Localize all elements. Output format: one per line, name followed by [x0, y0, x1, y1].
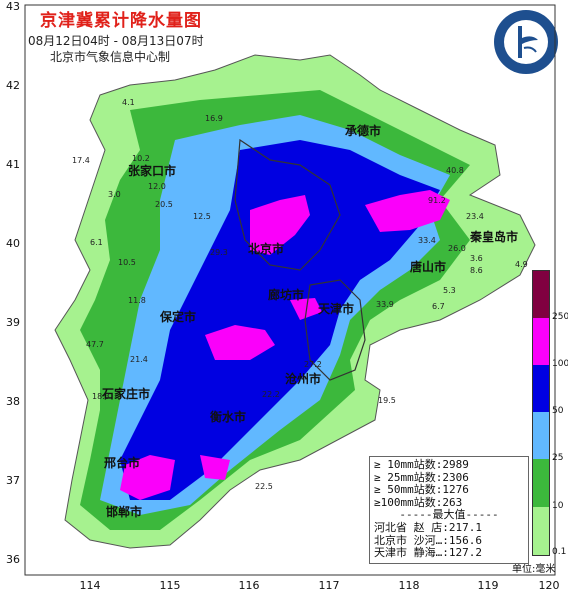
colorbar-segment	[533, 271, 549, 318]
station-value: 3.6	[470, 254, 483, 263]
station-value: 22.5	[255, 482, 273, 491]
station-value: 8.6	[470, 266, 483, 275]
station-value: 47.7	[86, 340, 104, 349]
lon-tick: 115	[159, 579, 181, 592]
stat-10mm: ≥ 10mm站数:2989	[374, 458, 469, 471]
station-value: 23.4	[466, 212, 484, 221]
max-beijing: 北京市 沙河…:156.6	[374, 533, 482, 547]
station-value: 29.3	[210, 248, 228, 257]
station-value: 12.5	[193, 212, 211, 221]
city-label-baoding: 保定市	[160, 310, 197, 324]
station-value: 91.2	[428, 196, 446, 205]
colorbar-segment	[533, 318, 549, 365]
city-label-tangshan: 唐山市	[410, 260, 447, 274]
colorbar-label: 250	[552, 312, 568, 322]
city-label-hengshui: 衡水市	[210, 410, 247, 424]
station-value: 4.1	[122, 98, 135, 107]
lon-tick: 114	[79, 579, 101, 592]
lat-tick: 43	[6, 0, 20, 13]
lon-tick: 118	[398, 579, 420, 592]
city-label-langfang: 廊坊市	[268, 288, 305, 302]
station-value: 19.5	[378, 396, 396, 405]
station-value: 10.2	[132, 154, 150, 163]
station-value: 11.8	[128, 296, 146, 305]
station-value: 16.9	[205, 114, 223, 123]
city-label-tianjin-main: 天津市	[318, 302, 355, 316]
lon-tick: 119	[477, 579, 499, 592]
colorbar-segment	[533, 507, 549, 555]
city-label-qinhuangdao: 秦皇岛市	[470, 230, 519, 244]
city-label-xingtai: 邢台市	[104, 456, 141, 470]
lat-tick: 41	[6, 158, 20, 171]
city-label-zhangjiakou: 张家口市	[128, 164, 177, 178]
producer-label: 北京市气象信息中心制	[50, 50, 171, 64]
stat-100mm: ≥100mm站数:263	[374, 495, 463, 509]
time-period: 08月12日04时 - 08月13日07时	[28, 34, 204, 48]
station-value: 21.4	[130, 355, 148, 364]
stat-25mm: ≥ 25mm站数:2306	[374, 470, 469, 484]
colorbar-label: 100	[552, 359, 568, 369]
statistics-box: ≥ 10mm站数:2989 ≥ 25mm站数:2306 ≥ 50mm站数:127…	[369, 456, 529, 564]
lat-tick: 37	[6, 474, 20, 487]
station-value: 17.4	[72, 156, 90, 165]
max-tianjin: 天津市 静海…:127.2	[374, 546, 482, 560]
station-value: 18.3	[92, 392, 110, 401]
station-value: 6.7	[432, 302, 445, 311]
lon-tick: 117	[318, 579, 340, 592]
map-title: 京津冀累计降水量图	[40, 11, 202, 31]
station-value: 27.2	[304, 360, 322, 369]
station-value: 22.2	[262, 390, 280, 399]
meteorological-service-logo	[492, 8, 560, 76]
colorbar-label: 0.1	[552, 547, 567, 557]
max-hebei: 河北省 赵 店:217.1	[374, 520, 482, 534]
station-value: 3.0	[108, 190, 121, 199]
city-label-shijiazhuang: 石家庄市	[102, 387, 151, 401]
station-value: 26.0	[448, 244, 466, 253]
stat-50mm: ≥ 50mm站数:1276	[374, 483, 469, 497]
lat-tick: 38	[6, 395, 20, 408]
lat-tick: 36	[6, 553, 20, 566]
lon-tick: 120	[538, 579, 560, 592]
city-label-beijing: 北京市	[248, 242, 285, 256]
lon-tick: 116	[238, 579, 260, 592]
station-value: 10.5	[118, 258, 136, 267]
colorbar-label: 10	[552, 501, 564, 511]
colorbar-segment	[533, 459, 549, 507]
colorbar-segment	[533, 412, 549, 459]
station-value: 6.1	[90, 238, 103, 247]
city-label-handan: 邯郸市	[106, 505, 143, 519]
station-value: 40.8	[446, 166, 464, 175]
lat-tick: 39	[6, 316, 20, 329]
colorbar-segment	[533, 365, 549, 412]
station-value: 12.0	[148, 182, 166, 191]
colorbar-unit: 单位:毫米	[512, 564, 556, 575]
colorbar	[532, 270, 550, 556]
lat-tick: 42	[6, 79, 20, 92]
station-value: 33.9	[376, 300, 394, 309]
city-label-cangzhou: 沧州市	[285, 372, 322, 386]
city-label-chengde: 承德市	[345, 124, 382, 138]
station-value: 33.4	[418, 236, 436, 245]
max-header: -----最大值-----	[399, 508, 499, 522]
colorbar-label: 50	[552, 406, 564, 416]
station-value: 5.3	[443, 286, 456, 295]
station-value: 4.9	[515, 260, 528, 269]
lat-tick: 40	[6, 237, 20, 250]
colorbar-label: 25	[552, 453, 564, 463]
station-value: 20.5	[155, 200, 173, 209]
